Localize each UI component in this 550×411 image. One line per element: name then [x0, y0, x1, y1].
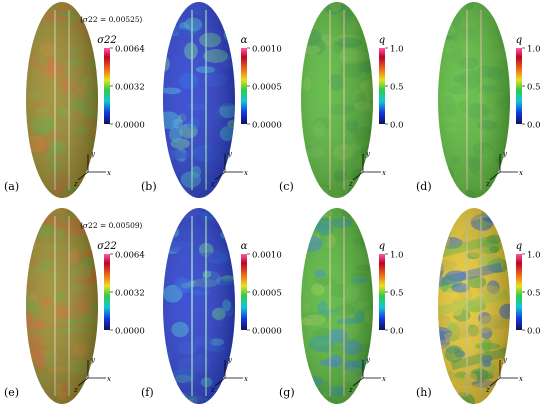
- colorbar-tick-label: 0.0010: [252, 251, 282, 261]
- surface-shading: [26, 2, 98, 198]
- panel-d: q 1.0 0.5 0.0 y x z (d): [416, 2, 541, 198]
- colorbar-tick-label: 0.0000: [252, 327, 282, 337]
- colorbar-tick-label: 1.0: [390, 251, 404, 261]
- axis-z-label: z: [210, 386, 215, 394]
- colorbar-title: q: [516, 35, 522, 46]
- axis-z-line: [489, 171, 501, 181]
- colorbar-tick-label: 0.0032: [115, 289, 145, 299]
- axis-z-line: [214, 171, 226, 181]
- colorbar: [516, 48, 522, 124]
- colorbar-tick-label: 0.0064: [115, 251, 145, 261]
- colorbar-tick-label: 0.0: [390, 327, 404, 337]
- panel-label: (c): [279, 180, 294, 193]
- colorbar-tick-label: 1.0: [390, 45, 404, 55]
- colorbar-title: σ22: [97, 35, 117, 46]
- axis-y-label: y: [227, 150, 233, 158]
- colorbar: [241, 48, 247, 124]
- colorbar-tick-label: 0.0005: [252, 83, 282, 93]
- colorbar-title: q: [516, 241, 522, 252]
- surface-shading: [163, 2, 235, 198]
- colorbar-title: α: [241, 241, 248, 252]
- axis-z-label: z: [73, 386, 78, 394]
- axis-x-label: x: [107, 375, 111, 383]
- axis-z-label: z: [73, 180, 78, 188]
- panel-label: (g): [279, 386, 295, 399]
- surface-shading: [163, 208, 235, 404]
- axis-z-line: [352, 171, 364, 181]
- colorbar-title: α: [241, 35, 248, 46]
- colorbar-title: σ22: [97, 241, 117, 252]
- surface-shading: [26, 208, 98, 404]
- colorbar-tick-label: 0.0: [527, 327, 541, 337]
- axis-z-line: [77, 171, 89, 181]
- colorbar-tick-label: 0.5: [390, 83, 404, 93]
- axis-z-label: z: [485, 180, 490, 188]
- axis-z-label: z: [485, 386, 490, 394]
- surface-shading: [301, 208, 373, 404]
- colorbar-tick-label: 0.0010: [252, 45, 282, 55]
- colorbar: [104, 254, 110, 330]
- axis-x-label: x: [244, 375, 248, 383]
- panel-label: (e): [4, 386, 19, 399]
- colorbar-title: q: [379, 241, 385, 252]
- colorbar: [104, 48, 110, 124]
- colorbar-tick-label: 0.0000: [115, 121, 145, 131]
- colorbar-tick-label: 1.0: [527, 251, 541, 261]
- axis-y-label: y: [227, 356, 233, 364]
- colorbar-tick-label: 1.0: [527, 45, 541, 55]
- colorbar-tick-label: 0.0: [527, 121, 541, 131]
- panel-c: q 1.0 0.5 0.0 y x z (c): [279, 2, 404, 198]
- panel-label: (d): [416, 180, 432, 193]
- colorbar-tick-label: 0.0: [390, 121, 404, 131]
- axis-x-label: x: [519, 169, 523, 177]
- colorbar-tick-label: 0.0000: [115, 327, 145, 337]
- axis-y-label: y: [502, 356, 508, 364]
- axis-z-line: [214, 377, 226, 387]
- axis-x-label: x: [519, 375, 523, 383]
- panel-h: q 1.0 0.5 0.0 y x z (h): [416, 208, 541, 404]
- axis-z-line: [77, 377, 89, 387]
- colorbar-tick-label: 0.0000: [252, 121, 282, 131]
- surface-shading: [438, 2, 510, 198]
- axis-y-label: y: [365, 356, 371, 364]
- surface-shading: [438, 208, 510, 404]
- colorbar: [379, 254, 385, 330]
- axis-x-label: x: [382, 169, 386, 177]
- panel-label: (h): [416, 386, 432, 399]
- panel-b: α 0.0010 0.0005 0.0000 y x z (b): [141, 2, 282, 198]
- axis-x-label: x: [382, 375, 386, 383]
- panel-g: q 1.0 0.5 0.0 y x z (g): [279, 208, 404, 404]
- axis-y-label: y: [90, 356, 96, 364]
- axis-z-line: [352, 377, 364, 387]
- panel-label: (a): [4, 180, 19, 193]
- colorbar-title: q: [379, 35, 385, 46]
- surface-shading: [301, 2, 373, 198]
- panel-f: α 0.0010 0.0005 0.0000 y x z (f): [141, 208, 282, 404]
- axis-x-label: x: [107, 169, 111, 177]
- colorbar-tick-label: 0.5: [527, 289, 541, 299]
- colorbar: [241, 254, 247, 330]
- colorbar: [379, 48, 385, 124]
- colorbar-tick-label: 0.0064: [115, 45, 145, 55]
- average-stress-note: ⟨σ22 = 0.00525⟩: [80, 15, 143, 24]
- axis-y-label: y: [90, 150, 96, 158]
- axis-x-label: x: [244, 169, 248, 177]
- axis-y-label: y: [502, 150, 508, 158]
- colorbar: [516, 254, 522, 330]
- average-stress-note: ⟨σ22 = 0.00509⟩: [80, 221, 143, 230]
- colorbar-tick-label: 0.0005: [252, 289, 282, 299]
- axis-z-label: z: [348, 386, 353, 394]
- axis-z-label: z: [210, 180, 215, 188]
- colorbar-tick-label: 0.5: [390, 289, 404, 299]
- panel-label: (f): [141, 386, 154, 399]
- colorbar-tick-label: 0.5: [527, 83, 541, 93]
- colorbar-tick-label: 0.0032: [115, 83, 145, 93]
- axis-z-line: [489, 377, 501, 387]
- axis-z-label: z: [348, 180, 353, 188]
- axis-y-label: y: [365, 150, 371, 158]
- panel-label: (b): [141, 180, 157, 193]
